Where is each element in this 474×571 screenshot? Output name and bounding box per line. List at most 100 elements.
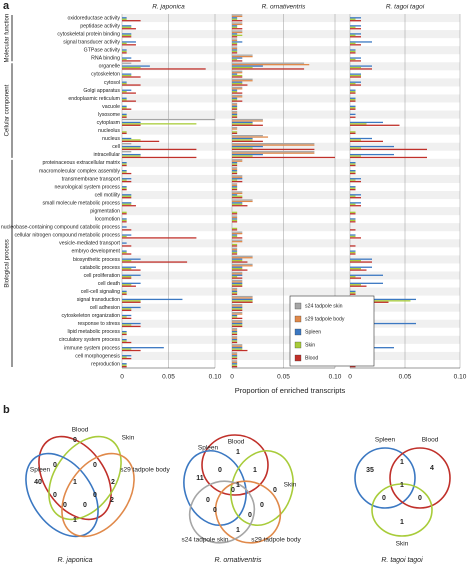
row-band (122, 287, 460, 296)
venn-count: 1 (400, 519, 404, 526)
bar (232, 281, 243, 283)
bar (350, 235, 356, 238)
bar (232, 194, 238, 196)
category-label: neurological system process (55, 184, 121, 190)
venn-set (25, 452, 99, 538)
bar (232, 124, 263, 126)
bar (232, 30, 243, 32)
bar (232, 243, 238, 246)
category-label: intracellular (93, 152, 120, 158)
bar (122, 325, 141, 328)
bar (350, 268, 361, 270)
bar (350, 229, 356, 231)
venn-caption: R. ornativentris (214, 557, 262, 564)
bar (232, 17, 238, 19)
venn-set-label: Spleen (375, 437, 396, 444)
bar (232, 172, 238, 175)
venn-count: 40 (34, 479, 42, 486)
bar (122, 147, 141, 149)
bar (122, 41, 136, 43)
bar (122, 293, 127, 295)
bar (122, 284, 132, 286)
bar (122, 251, 127, 254)
legend-swatch (294, 315, 302, 323)
bar (350, 81, 361, 83)
bar (122, 333, 127, 336)
bar (232, 97, 238, 99)
bar (232, 91, 238, 93)
bar (232, 245, 238, 247)
bar (350, 74, 361, 77)
bar (350, 205, 361, 207)
bar (232, 136, 269, 138)
bar (232, 218, 238, 220)
bar (232, 25, 238, 27)
category-label: GTPase activity (84, 48, 121, 54)
bar (232, 18, 238, 20)
row-band (122, 30, 460, 39)
venn-count: 0 (418, 495, 422, 502)
bar (232, 186, 238, 188)
bar (350, 186, 356, 188)
group-label: Biological process (5, 239, 11, 287)
bar (232, 314, 238, 317)
bar (232, 70, 243, 72)
bar (350, 131, 356, 133)
bar (232, 46, 238, 48)
bar (232, 178, 243, 180)
bar (350, 293, 356, 295)
x-tick-label: 0 (120, 374, 124, 381)
bar (232, 176, 243, 178)
bar (122, 92, 136, 94)
bar (232, 200, 253, 203)
category-label: cell adhesion (90, 305, 120, 311)
bar (232, 357, 238, 360)
category-label: small molecule metabolic process (42, 200, 120, 206)
bar (232, 293, 238, 295)
bar (232, 139, 253, 141)
bar (232, 303, 243, 306)
venn-set (38, 435, 112, 521)
bar (232, 250, 238, 252)
bar (232, 123, 253, 125)
bar (122, 309, 132, 311)
bar (232, 251, 238, 254)
x-tick-label: 0.10 (454, 374, 467, 381)
bar (350, 139, 361, 141)
bar (232, 345, 243, 347)
venn-count: 1 (73, 479, 77, 486)
bar (232, 332, 238, 334)
category-label: cell motility (95, 192, 121, 198)
bar (350, 194, 361, 196)
bar (232, 113, 238, 116)
bar (350, 137, 372, 140)
bar (350, 202, 361, 204)
category-label: response to stress (78, 321, 121, 327)
bar (122, 300, 141, 302)
bar (122, 143, 132, 145)
category-label: organelle (99, 64, 120, 70)
bar (232, 273, 243, 275)
bar (350, 49, 356, 51)
category-label: pigmentation (90, 208, 120, 214)
bar (232, 140, 263, 143)
bar (232, 268, 243, 270)
bar (232, 249, 238, 251)
venn-caption: R. japonica (57, 557, 92, 564)
bar (122, 124, 141, 126)
bar (350, 189, 356, 191)
bar (350, 58, 356, 61)
bar (232, 120, 263, 122)
bar (122, 84, 141, 86)
bar (232, 322, 243, 325)
bar (232, 352, 238, 354)
bar (350, 44, 361, 46)
bar (122, 74, 132, 77)
bar (350, 108, 356, 110)
bar (232, 308, 243, 310)
bar (122, 57, 132, 59)
venn-set-label: s29 tadpole body (120, 467, 170, 474)
bar (122, 187, 127, 189)
bar (122, 25, 132, 27)
bar (232, 110, 238, 113)
